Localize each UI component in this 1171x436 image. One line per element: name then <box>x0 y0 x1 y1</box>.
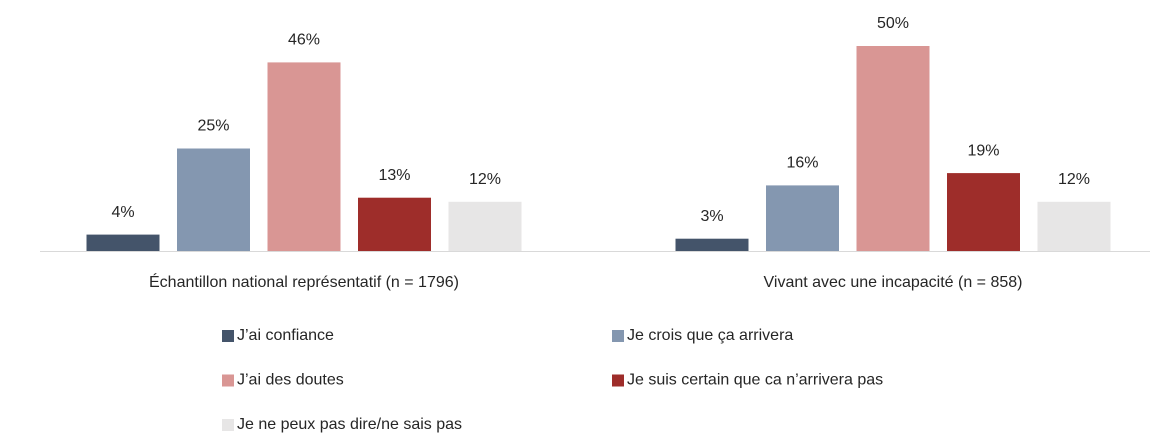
x-tick-label: Échantillon national représentatif (n = … <box>149 272 459 291</box>
value-label: 13% <box>378 167 410 184</box>
x-tick-label: Vivant avec une incapacité (n = 858) <box>764 274 1023 291</box>
bar <box>448 201 522 251</box>
bar <box>86 234 160 251</box>
value-label: 3% <box>700 208 723 225</box>
value-label: 4% <box>111 204 134 221</box>
value-label: 50% <box>877 15 909 32</box>
bar <box>358 197 431 251</box>
legend-swatch <box>222 374 234 387</box>
legend-label: Je ne peux pas dire/ne sais pas <box>237 416 462 433</box>
bar <box>267 62 341 252</box>
bar <box>947 173 1020 251</box>
bar <box>1037 201 1111 251</box>
bar <box>766 185 839 251</box>
value-label: 12% <box>469 171 501 188</box>
bar <box>856 46 930 251</box>
legend-swatch <box>612 374 624 387</box>
bar <box>675 238 749 251</box>
value-label: 16% <box>786 155 818 172</box>
legend-label: J’ai des doutes <box>237 372 344 389</box>
bar <box>177 148 250 251</box>
legend-label: Je suis certain que ca n’arrivera pas <box>627 372 883 389</box>
value-label: 46% <box>288 32 320 49</box>
value-label: 19% <box>967 142 999 159</box>
value-label: 25% <box>197 118 229 135</box>
value-label: 12% <box>1058 171 1090 188</box>
legend-swatch <box>222 419 234 431</box>
legend-swatch <box>222 330 234 342</box>
legend-label: Je crois que ça arrivera <box>627 327 793 344</box>
legend-label: J’ai confiance <box>237 327 334 344</box>
legend-swatch <box>612 330 624 342</box>
